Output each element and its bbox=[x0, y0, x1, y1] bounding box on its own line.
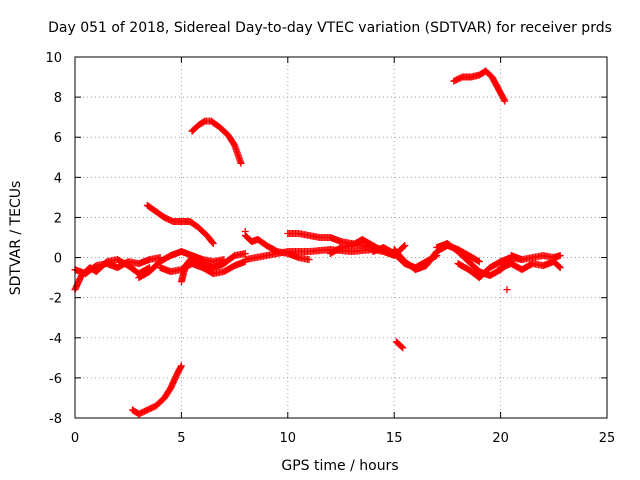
ticks: 0 5 10 15 20 25 -8 -6 -4 -2 0 2 4 6 8 10 bbox=[45, 51, 615, 446]
y-tick-label: -4 bbox=[49, 332, 62, 347]
y-tick-label: -8 bbox=[49, 412, 62, 427]
data-points bbox=[503, 286, 511, 294]
data-points bbox=[392, 338, 407, 352]
series-outlier-8 bbox=[241, 227, 249, 235]
plot-frame bbox=[74, 56, 608, 419]
y-axis-label: SDTVAR / TECUs bbox=[8, 181, 24, 296]
data-series bbox=[71, 67, 564, 418]
grid bbox=[75, 57, 607, 418]
data-points bbox=[188, 117, 245, 167]
y-tick-label: -6 bbox=[49, 372, 62, 387]
y-tick-label: 6 bbox=[54, 131, 62, 146]
series-arc-low-20-23b bbox=[507, 252, 564, 264]
x-tick-label: 15 bbox=[386, 431, 403, 446]
series-outlier-20 bbox=[503, 286, 511, 294]
x-tick-label: 20 bbox=[492, 431, 509, 446]
y-tick-label: 10 bbox=[45, 51, 62, 66]
series-arc-lower-3-5 bbox=[128, 362, 185, 418]
y-tick-label: 2 bbox=[54, 211, 62, 226]
x-axis-label: GPS time / hours bbox=[281, 458, 398, 474]
data-points bbox=[241, 227, 249, 235]
series-arc-upper-3-6 bbox=[143, 201, 217, 248]
data-points bbox=[507, 252, 564, 264]
series-arc-low-5-8 bbox=[177, 250, 249, 286]
x-tick-label: 0 bbox=[71, 431, 79, 446]
chart-title: Day 051 of 2018, Sidereal Day-to-day VTE… bbox=[48, 20, 612, 36]
data-points bbox=[497, 258, 564, 274]
series-arc-low-20-23 bbox=[497, 258, 564, 274]
x-tick-label: 10 bbox=[280, 431, 297, 446]
data-points bbox=[128, 362, 185, 418]
y-tick-label: -2 bbox=[49, 292, 62, 307]
series-arc-upper-18-20 bbox=[450, 67, 509, 105]
data-points bbox=[177, 250, 249, 286]
data-points bbox=[143, 201, 217, 248]
y-tick-label: 4 bbox=[54, 171, 62, 186]
x-tick-label: 5 bbox=[177, 431, 185, 446]
x-tick-label: 25 bbox=[599, 431, 616, 446]
series-arc-lower-15 bbox=[392, 338, 407, 352]
data-points bbox=[450, 67, 509, 105]
y-tick-label: 8 bbox=[54, 91, 62, 106]
y-tick-label: 0 bbox=[54, 252, 62, 267]
series-arc-upper-5-8 bbox=[188, 117, 245, 167]
